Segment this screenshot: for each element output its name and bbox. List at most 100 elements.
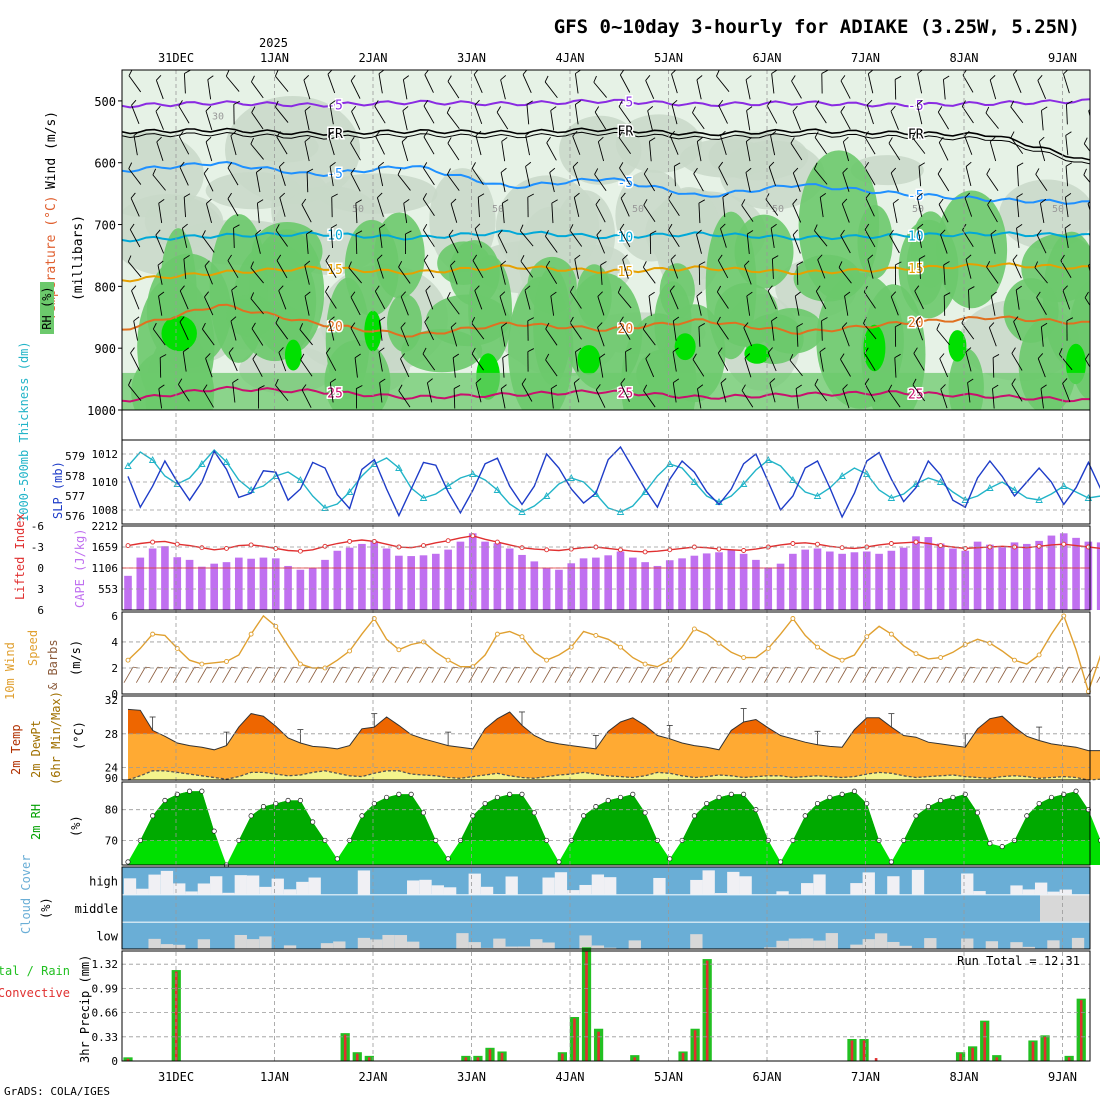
wind10-speed-line-point [618, 644, 623, 650]
wind10-speed-line-point [839, 657, 845, 663]
wind-barb-staff [916, 104, 923, 125]
cape-bar [284, 565, 292, 610]
wind10-barb-staff [973, 666, 983, 683]
wind-barb [181, 223, 188, 248]
cloud-low-clear [148, 938, 161, 949]
wind-barb [376, 192, 384, 217]
cloud-high-clear [591, 874, 605, 895]
date-label-top: 1JAN [260, 51, 289, 65]
wind-barb [255, 229, 262, 254]
rh2m-unit: (%) [69, 815, 83, 837]
wind10-speed-line-point [741, 655, 747, 661]
wind-barb [1065, 162, 1073, 187]
isotherm-label: -5 [618, 96, 634, 111]
wind-barb-flag [527, 348, 535, 353]
wind10-barb-staff [1071, 666, 1082, 683]
cloud-low-clear [357, 937, 371, 949]
wind-barb-flag [183, 193, 191, 198]
wind-barb [471, 347, 484, 371]
wind-barb-flag [524, 285, 531, 291]
wind-barb-flag [1060, 254, 1065, 261]
wind-barb-flag [478, 193, 485, 198]
wind-barb [1015, 285, 1022, 310]
date-label-bottom: 1JAN [260, 1070, 289, 1084]
cape-bar [358, 543, 366, 610]
wind-barb [1037, 353, 1046, 378]
t2m-tick-label: 32 [105, 694, 118, 707]
wind-barb-staff [350, 296, 361, 316]
cape-bar [924, 537, 933, 610]
wind-barb-flag [304, 260, 311, 266]
wind-barb [306, 230, 313, 255]
t2m-floor-label: 90 [105, 772, 118, 785]
wind10-barb [973, 666, 988, 683]
isotherm-label: 10 [327, 229, 343, 244]
wind-barb-flag [351, 105, 357, 112]
panel-frame [121, 525, 1091, 611]
wind-barb-flag [814, 131, 819, 138]
wind-barb-flag [620, 192, 626, 199]
t2m-unit: (°C) [72, 721, 86, 750]
wind-barb [397, 168, 411, 191]
wind10-barb-flag [169, 666, 176, 669]
wind-barb [525, 161, 532, 187]
wind-barb-staff [573, 382, 580, 403]
wind-barb-staff [746, 110, 751, 131]
wind-barb [423, 254, 435, 279]
thickness-line-point [1010, 486, 1019, 493]
wind-barb-flag [424, 316, 430, 323]
wind-barb [1066, 317, 1074, 341]
wind-barb-staff [127, 261, 142, 278]
wind-barb-flag [179, 130, 184, 137]
date-label-top: 9JAN [1048, 51, 1077, 65]
wind-barb [744, 260, 752, 285]
wind-barb-staff [866, 104, 874, 125]
wind10-barb-staff [357, 666, 368, 683]
wind-barb-staff [379, 228, 383, 248]
wind-barb-staff [301, 389, 312, 408]
wind-barb-staff [746, 234, 750, 255]
cloud-high-clear [1034, 882, 1048, 895]
rh-contour-label: 30 [212, 111, 224, 122]
wind-barb-staff [473, 74, 483, 93]
wind10-barb-flag [182, 666, 188, 669]
wind-barb-staff [643, 173, 656, 192]
wind-barb [599, 353, 606, 378]
wind-barb-staff [989, 141, 997, 162]
wind-barb [597, 291, 605, 316]
cape-bar [407, 556, 416, 610]
cape-bar [161, 546, 169, 610]
li-tick-label: 3 [37, 583, 44, 596]
wind-barb-staff [814, 168, 828, 185]
wind-barb [814, 378, 828, 402]
wind-barb-flag [355, 199, 362, 204]
wind-barb [600, 261, 607, 285]
thickness-line-point [542, 492, 551, 499]
wind10-barb-staff [862, 666, 873, 683]
wind-barb [572, 161, 580, 186]
chart-title: GFS 0~10day 3-hourly for ADIAKE (3.25W, … [554, 16, 1080, 38]
wind10-barb-flag [157, 666, 164, 669]
wind10-speed-line-point [445, 657, 451, 663]
wind-barb-staff [1039, 203, 1045, 224]
rh-saturated-region [577, 345, 601, 375]
wind-barb-flag [325, 254, 330, 261]
wind-barb-staff [328, 320, 335, 341]
wind-barb-staff [864, 167, 876, 186]
wind-barb [251, 106, 264, 130]
wind-barb [770, 131, 777, 156]
isotherm-label: 25 [908, 387, 924, 402]
wind-barb [402, 75, 410, 100]
wind-barb-staff [426, 382, 433, 403]
wind-barb-flag [348, 261, 352, 268]
wind-barb-staff [1016, 197, 1020, 218]
t2m-line [127, 708, 1100, 752]
wind-barb-staff [765, 199, 779, 216]
wind-barb [497, 229, 508, 254]
wind-barb-flag [427, 378, 433, 384]
wind-barb [619, 162, 631, 186]
cloud-low-clear [259, 936, 272, 949]
cape-bar [838, 553, 846, 610]
cape-bar [124, 575, 132, 610]
wind-barb-staff [550, 295, 555, 316]
